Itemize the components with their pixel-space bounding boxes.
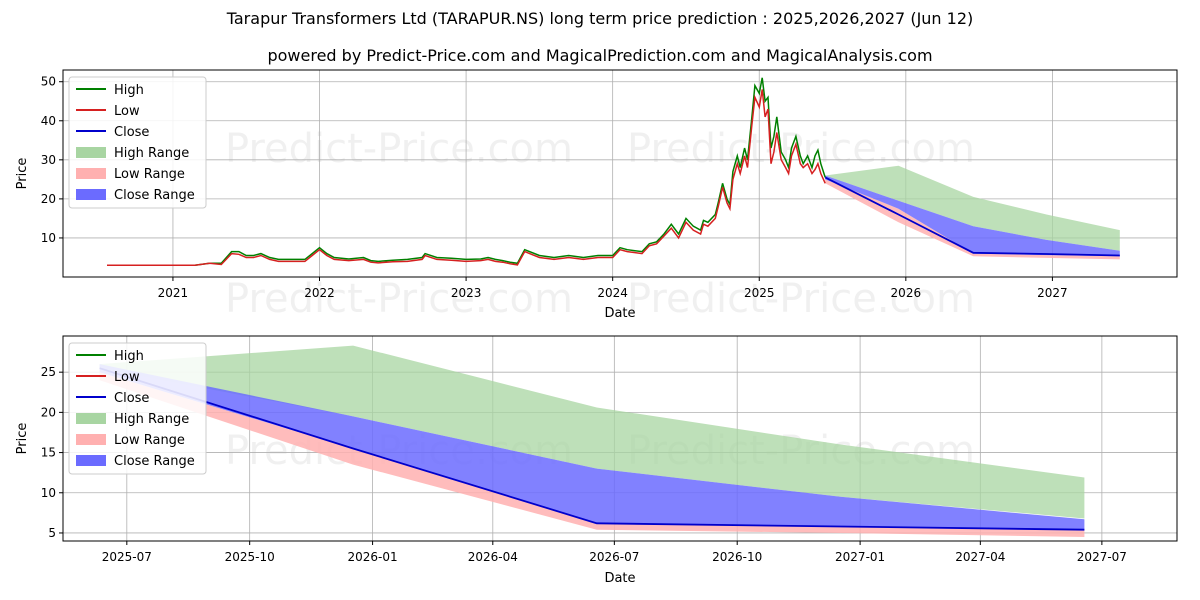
x-tick-label: 2026-10 <box>712 550 762 564</box>
x-tick-label: 2021 <box>158 286 189 300</box>
high-range-area <box>99 345 1085 519</box>
legend: High Low Close High Range Low Range Close Ran… <box>68 76 207 209</box>
y-tick-label: 30 <box>41 153 56 167</box>
y-tick-label: 5 <box>48 526 56 540</box>
x-tick-label: 2027-04 <box>955 550 1005 564</box>
chart-subtitle: powered by Predict-Price.com and Magical… <box>267 46 933 65</box>
legend-label-close-range: Close Range <box>114 454 195 469</box>
chart-title: Tarapur Transformers Ltd (TARAPUR.NS) lo… <box>226 9 974 28</box>
x-tick-label: 2027-07 <box>1077 550 1127 564</box>
legend-label-high: High <box>114 83 144 98</box>
x-tick-label: 2025-10 <box>225 550 275 564</box>
watermark-text: Predict-Price.com <box>225 126 573 172</box>
y-axis-label: Price <box>15 158 30 190</box>
legend-swatch-close-range <box>76 189 106 200</box>
legend-label-high-range: High Range <box>114 146 189 161</box>
legend-swatch-low-range <box>76 168 106 179</box>
watermark-text: Predict-Price.com <box>225 276 573 322</box>
axes-frame <box>62 69 1178 278</box>
y-tick-label: 20 <box>41 405 56 419</box>
legend-swatch-close-range <box>76 455 106 466</box>
x-tick-label: 2027 <box>1037 286 1068 300</box>
x-tick-label: 2025 <box>744 286 775 300</box>
x-tick-label: 2023 <box>451 286 482 300</box>
legend-label-low: Low <box>114 104 140 119</box>
x-tick-label: 2026 <box>891 286 922 300</box>
x-tick-label: 2027-01 <box>835 550 885 564</box>
x-tick-label: 2025-07 <box>102 550 152 564</box>
y-tick-label: 15 <box>41 446 56 460</box>
chart-panel-1: Predict-Price.com Predict-Price.com Predic… <box>15 69 1178 322</box>
y-tick-label: 40 <box>41 114 56 128</box>
legend-swatch-low-range <box>76 434 106 445</box>
low-series-line <box>107 89 826 267</box>
legend-label-high-range: High Range <box>114 412 189 427</box>
x-tick-label: 2026-04 <box>468 550 518 564</box>
y-tick-label: 10 <box>41 486 56 500</box>
x-tick-label: 2022 <box>304 286 335 300</box>
legend-label-high: High <box>114 349 144 364</box>
x-axis-label: Date <box>604 571 635 586</box>
legend-swatch-high-range <box>76 147 106 158</box>
y-tick-label: 25 <box>41 365 56 379</box>
legend-label-low-range: Low Range <box>114 433 185 448</box>
high-range-area <box>825 165 1120 251</box>
x-axis-label: Date <box>604 306 635 321</box>
legend-label-close-range: Close Range <box>114 188 195 203</box>
close-series-line <box>824 176 1120 257</box>
legend-label-close: Close <box>114 125 149 140</box>
y-tick-label: 10 <box>41 231 56 245</box>
legend-label-close: Close <box>114 391 149 406</box>
x-tick-label: 2026-07 <box>589 550 639 564</box>
axes-frame <box>62 335 1178 542</box>
close-series-line <box>99 367 1085 531</box>
y-tick-label: 50 <box>41 75 56 89</box>
x-tick-label: 2024 <box>597 286 628 300</box>
high-series-line <box>107 77 826 267</box>
legend: High Low Close High Range Low Range Close Ran… <box>68 342 207 475</box>
x-tick-label: 2026-01 <box>348 550 398 564</box>
legend-label-low: Low <box>114 370 140 385</box>
y-axis-label: Price <box>15 423 30 455</box>
y-tick-label: 20 <box>41 192 56 206</box>
watermark-text: Predict-Price.com <box>627 276 975 322</box>
legend-label-low-range: Low Range <box>114 167 185 182</box>
chart-panel-2: Predict-Price.comPredict-Price.com2025-0… <box>15 335 1178 586</box>
close-range-area <box>99 364 1085 530</box>
close-range-area <box>825 175 1120 257</box>
legend-swatch-high-range <box>76 413 106 424</box>
